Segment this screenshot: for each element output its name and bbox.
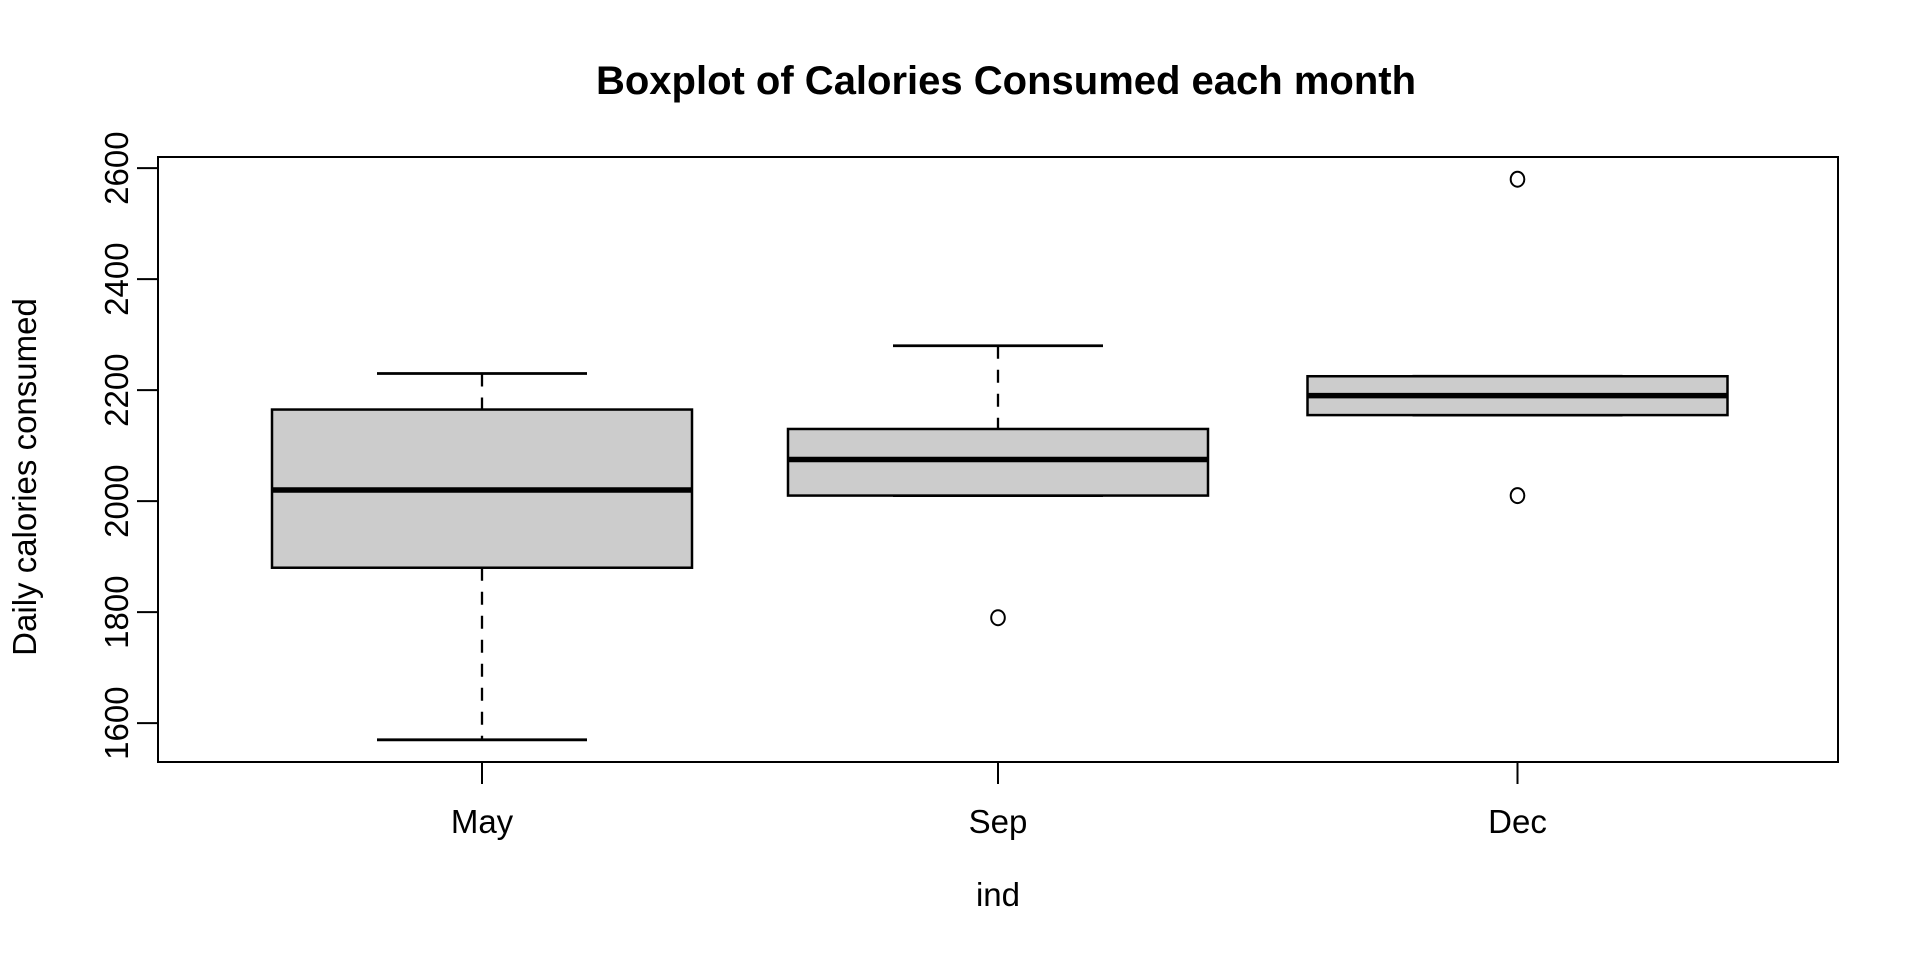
x-tick-label-sep: Sep [969, 803, 1028, 840]
y-tick-label: 2200 [98, 353, 135, 426]
y-axis-label: Daily calories consumed [6, 298, 43, 656]
boxplot-sep-outlier-point [990, 609, 1006, 627]
plot-area: 1600 1800 2000 2200 2400 2600 May Sep Dec [98, 131, 1839, 840]
x-axis-label: ind [976, 876, 1020, 913]
y-tick-label: 2000 [98, 464, 135, 537]
boxplot-dec-outlier-point [1509, 487, 1526, 505]
y-tick-label: 1600 [98, 686, 135, 759]
y-tick-label: 2600 [98, 131, 135, 204]
boxplot-sep-iqr-box [786, 427, 1210, 497]
y-tick-label: 1800 [98, 575, 135, 648]
x-tick-label-dec: Dec [1488, 803, 1547, 840]
x-tick-label-may: May [451, 803, 514, 840]
chart-title: Boxplot of Calories Consumed each month [596, 59, 1416, 103]
boxplot-dec-outlier-point [1509, 170, 1526, 188]
y-tick-label: 2400 [98, 242, 135, 315]
